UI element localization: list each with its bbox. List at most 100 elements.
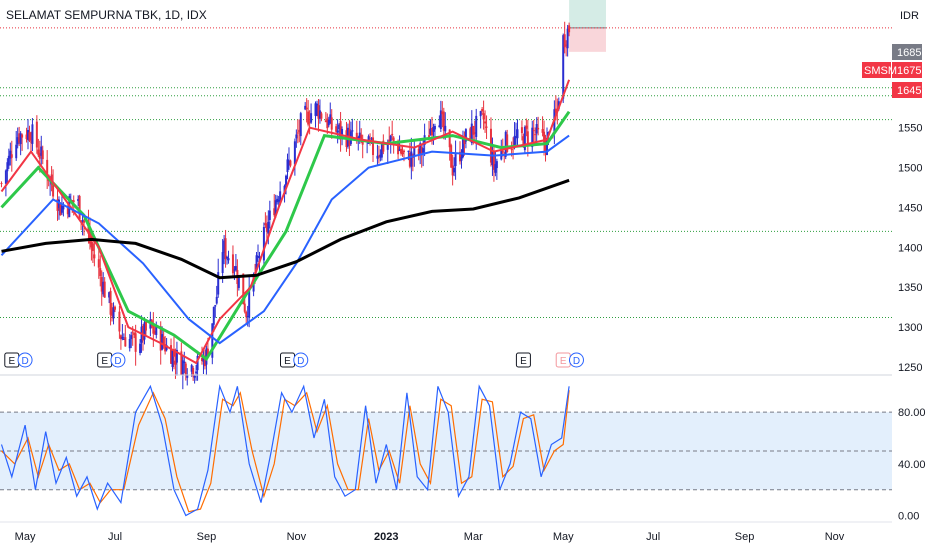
candle-body: [52, 182, 55, 197]
candle-body: [544, 139, 547, 153]
time-tick-label: Nov: [825, 531, 845, 543]
candle-body: [531, 127, 534, 148]
oscillator-axis: 0.00 40.00 80.00: [898, 407, 926, 522]
candle-body: [88, 230, 91, 244]
oscillator-tick-label: 0.00: [898, 511, 919, 523]
stoch-d-line: [1, 390, 570, 513]
dividend-icon-ring: [568, 352, 584, 368]
candle-body: [264, 223, 267, 226]
earnings-icon[interactable]: E: [555, 352, 571, 368]
dividend-icon[interactable]: D: [110, 352, 126, 368]
earnings-icon[interactable]: E: [4, 352, 20, 368]
candle-body: [109, 290, 112, 315]
candle-body: [562, 35, 565, 99]
price-badge-value: 1685: [897, 47, 921, 59]
earnings-icon[interactable]: E: [97, 352, 113, 368]
currency-label: IDR: [900, 10, 919, 22]
candle-body: [193, 375, 196, 378]
dividend-icon[interactable]: D: [568, 352, 584, 368]
candle-body: [329, 114, 332, 124]
candle-body: [124, 337, 127, 347]
candle-body: [433, 125, 436, 130]
support-resistance-levels: [0, 27, 892, 319]
candle-body: [506, 134, 509, 152]
candle-body: [308, 121, 311, 123]
candle-body: [57, 199, 60, 208]
price-badge-value: 1675: [897, 65, 921, 77]
candle-body: [246, 316, 249, 318]
candle-body: [122, 338, 125, 340]
oscillator-tick-label: 40.00: [898, 459, 926, 471]
earnings-icon-glyph: E: [520, 356, 527, 367]
symbol-badge-label: SMSM: [864, 65, 897, 77]
candle-body: [183, 361, 186, 364]
candle-body: [226, 257, 229, 259]
time-tick-label: Jul: [108, 531, 122, 543]
price-badge: [892, 44, 922, 60]
candle-body: [81, 220, 84, 223]
target-zone: [569, 0, 606, 28]
candle-body: [495, 161, 498, 169]
dividend-icon[interactable]: D: [17, 352, 33, 368]
earnings-icon[interactable]: E: [280, 352, 296, 368]
moving-averages: [0, 79, 571, 365]
candle-body: [128, 339, 131, 349]
candle-body: [90, 241, 93, 248]
oscillator-tick-label: 80.00: [898, 407, 926, 419]
candle-body: [133, 332, 136, 336]
time-axis[interactable]: May Jul Sep Nov 2023 Mar May Jul Sep Nov: [0, 521, 892, 543]
candle-body: [285, 175, 288, 186]
candle-body: [537, 127, 540, 130]
earnings-icon[interactable]: E: [515, 352, 531, 368]
candle-body: [41, 150, 44, 160]
price-tick-label: 1350: [898, 282, 922, 294]
candle-body: [568, 25, 571, 33]
candle-body: [520, 127, 523, 134]
candle-body: [501, 150, 504, 153]
stochastic-pane[interactable]: 0.00 40.00 80.00: [0, 383, 926, 523]
candle-body: [276, 198, 279, 203]
candle-body: [144, 321, 147, 331]
candle-body: [184, 363, 187, 376]
candle-body: [121, 336, 124, 339]
candle-body: [361, 141, 364, 145]
candle-body: [372, 137, 375, 156]
earnings-icon-glyph: E: [101, 356, 108, 367]
price-tick-label: 1550: [898, 123, 922, 135]
candle-body: [62, 206, 65, 210]
candle-body: [159, 326, 162, 351]
candle-body: [97, 259, 100, 268]
candle-body: [315, 103, 318, 108]
candle-body: [29, 141, 32, 143]
price-badge: [892, 62, 922, 78]
candle-body: [190, 365, 193, 372]
candle-body: [286, 159, 289, 173]
candle-body: [267, 221, 270, 234]
candle-body: [214, 305, 217, 307]
candle-body: [545, 137, 548, 155]
candle-body: [522, 136, 525, 148]
dividend-icon[interactable]: D: [293, 352, 309, 368]
candle-body: [463, 139, 466, 144]
candle-body: [237, 277, 240, 288]
candle-body: [432, 127, 435, 132]
candle-body: [31, 124, 34, 144]
candle-body: [258, 256, 261, 258]
position-zones: [569, 0, 606, 52]
candle-body: [386, 143, 389, 150]
candle-body: [203, 355, 206, 367]
candle-body: [77, 199, 80, 201]
candle-body: [541, 129, 544, 133]
candle-body: [223, 240, 226, 253]
candle-body: [262, 226, 265, 261]
price-tick-label: 1500: [898, 163, 922, 175]
candle-body: [310, 113, 313, 123]
candle-body: [180, 351, 183, 375]
candle-body: [221, 252, 224, 273]
ema-mid-line: [0, 110, 571, 362]
candle-body: [217, 272, 220, 295]
